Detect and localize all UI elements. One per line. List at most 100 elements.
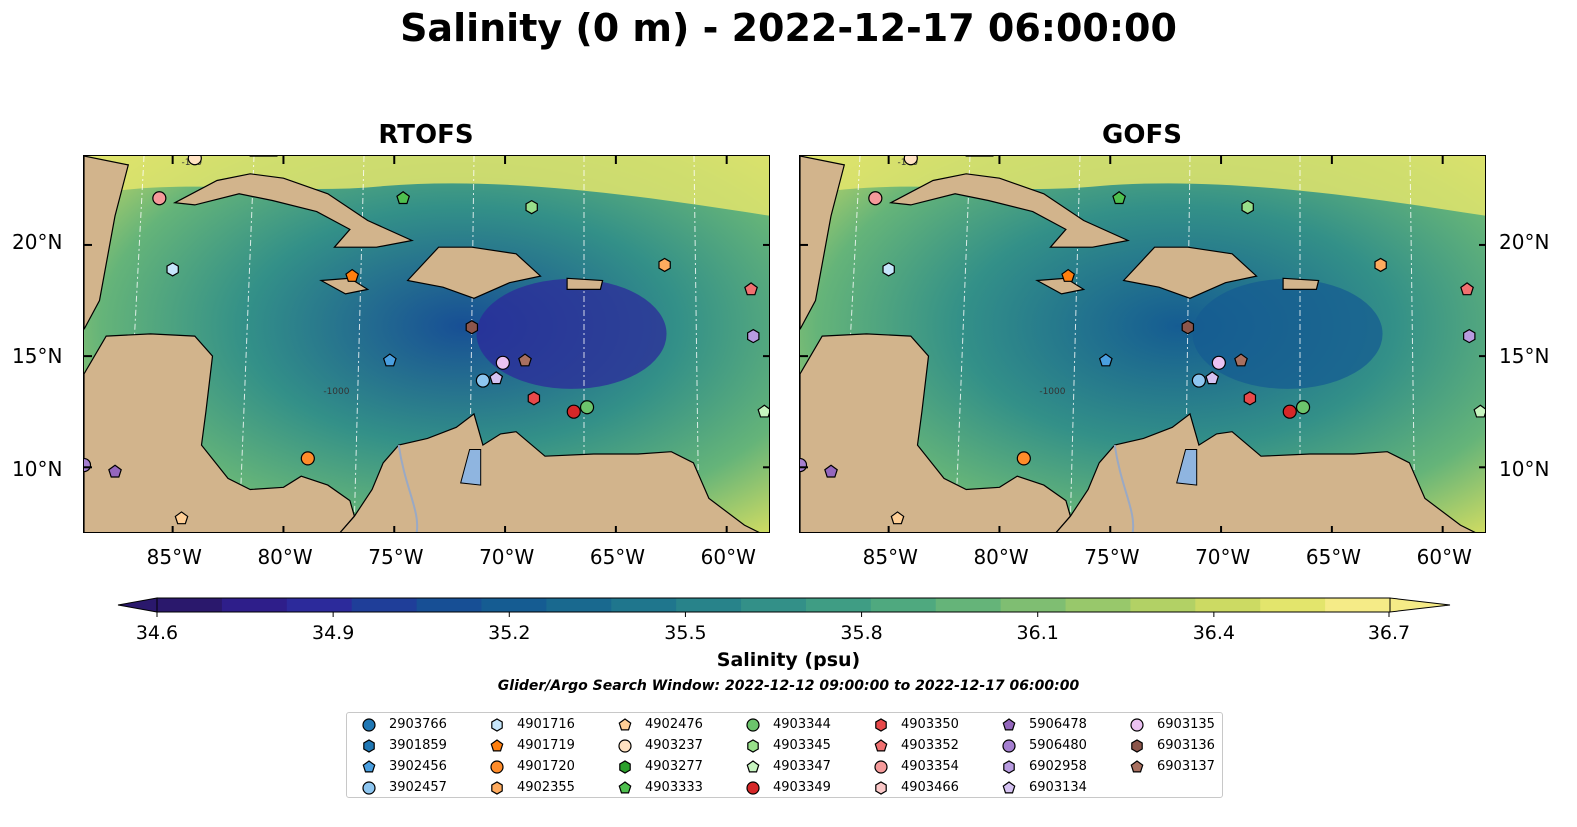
float-3902457-marker [475, 373, 491, 388]
gofs-map: -100-1000 [799, 155, 1486, 533]
legend-label: 4903237 [645, 738, 703, 753]
lat-tick-right-20: 20°N [1499, 230, 1550, 254]
colorbar-extend-high [1389, 597, 1451, 613]
legend-label: 4901719 [517, 738, 575, 753]
float-4903350-marker [527, 391, 541, 406]
legend-label: 5906478 [1029, 717, 1087, 732]
colorbar-segment [611, 598, 677, 612]
float-4903350-marker [1243, 391, 1257, 406]
float-3902456-marker [1098, 353, 1113, 367]
land-0 [84, 156, 130, 330]
legend-4902355-marker [491, 781, 503, 795]
float-5906480-marker [84, 457, 92, 473]
float-4903344-marker [1295, 400, 1311, 415]
legend-label: 5906480 [1029, 738, 1087, 753]
legend-label: 4901716 [517, 717, 575, 732]
legend-label: 4903344 [773, 717, 831, 732]
legend-marker-icon [362, 781, 376, 795]
rtofs-map-canvas: -100-1000 [84, 156, 769, 532]
float-4903344-marker [579, 400, 595, 415]
float-6903134-marker [1205, 371, 1220, 385]
colorbar-tick-label: 34.6 [136, 622, 178, 644]
legend-marker-icon [619, 760, 631, 774]
float-5906478-marker [824, 464, 838, 478]
land-4 [1122, 246, 1258, 299]
float-5906480-marker [800, 457, 808, 473]
legend-4903466-marker [875, 781, 887, 795]
colorbar: 34.6 34.9 35.2 35.5 35.8 36.1 36.4 36.7 [117, 597, 1451, 644]
lon-tick-label: 60°W [1416, 545, 1472, 569]
legend-6903134-marker [1002, 781, 1016, 794]
colorbar-tick-label: 35.8 [840, 622, 882, 644]
legend-3901859-marker [363, 739, 375, 753]
legend-4902476-marker [618, 718, 632, 731]
land-0 [800, 156, 846, 330]
legend-4903333-marker [618, 781, 632, 794]
colorbar-segment [221, 598, 288, 612]
legend-4903354-marker [874, 760, 888, 774]
legend-4903277-marker [619, 760, 631, 774]
legend-label: 4902355 [517, 780, 575, 795]
legend-label: 6902958 [1029, 759, 1087, 774]
float-4903347-marker [1473, 404, 1485, 418]
land-6 [566, 277, 604, 290]
float-4903333-marker [1112, 191, 1127, 205]
float-3902456-marker [382, 353, 397, 367]
colorbar-segment [1000, 598, 1067, 612]
colorbar-segment [1195, 598, 1261, 612]
colorbar-label: Salinity (psu) [716, 649, 861, 671]
legend-marker-icon [362, 760, 376, 773]
legend-marker-icon [875, 781, 887, 795]
float-6903137-marker [1234, 353, 1248, 367]
colorbar-border [156, 597, 1391, 613]
contour-label: -1000 [1039, 387, 1065, 397]
land-2 [1055, 412, 1476, 532]
float-4903349-marker [566, 404, 581, 419]
legend-label: 6903135 [1157, 717, 1215, 732]
lon-tick-label: 65°W [589, 545, 646, 569]
float-6902958-marker [1463, 328, 1476, 344]
legend-label: 4903350 [901, 717, 959, 732]
legend-marker-icon [1130, 718, 1144, 732]
legend-label: 4903277 [645, 759, 703, 774]
legend-6902958-marker [1003, 760, 1015, 774]
land-6 [1282, 277, 1320, 290]
legend-marker-icon [746, 781, 760, 795]
legend-2903766-marker [362, 718, 376, 732]
float-4901720-marker [300, 451, 315, 466]
legend-label: 4903352 [901, 738, 959, 753]
legend-4901720-marker [490, 760, 504, 774]
legend-marker-icon [618, 781, 632, 794]
legend-marker-icon [875, 718, 887, 732]
legend-marker-icon [362, 718, 376, 732]
legend-6903136-marker [1131, 739, 1143, 753]
float-4903237-marker [187, 156, 202, 166]
lon-tick-label: 70°W [1195, 545, 1251, 569]
legend-label: 2903766 [389, 717, 447, 732]
legend-4903347-marker [746, 760, 760, 773]
colorbar-segment [1130, 598, 1196, 612]
float-6903137-marker [518, 353, 532, 367]
legend-marker-icon [746, 760, 760, 773]
legend-4903237-marker [618, 739, 632, 753]
lon-tick-label: 60°W [700, 545, 756, 569]
float-6903136-marker [1181, 320, 1195, 335]
float-legend: 2903766 3901859 3902456 3902457 4901716 49017… [346, 712, 1223, 798]
float-6903135-marker [1211, 355, 1226, 370]
legend-4901716-marker [491, 718, 503, 732]
colorbar-segment [481, 598, 547, 612]
legend-label: 4901720 [517, 759, 575, 774]
legend-marker-icon [746, 718, 760, 732]
magdalena-river [397, 444, 419, 532]
legend-label: 6903137 [1157, 759, 1215, 774]
colorbar-segment [1325, 598, 1391, 612]
lon-tick-label: 80°W [257, 545, 313, 569]
legend-6903135-marker [1130, 718, 1144, 732]
legend-marker-icon [1002, 739, 1016, 753]
legend-marker-icon [618, 739, 632, 753]
colorbar-segment [157, 598, 223, 612]
legend-4903350-marker [875, 718, 887, 732]
float-6902958-marker [747, 328, 760, 344]
legend-4903345-marker [747, 739, 759, 753]
lon-tick-label: 70°W [479, 545, 535, 569]
